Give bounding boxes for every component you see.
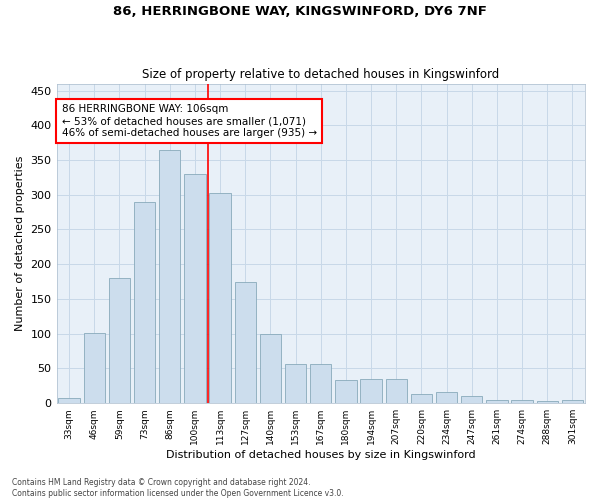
Bar: [285, 364, 307, 403]
Bar: [436, 392, 457, 403]
Y-axis label: Number of detached properties: Number of detached properties: [15, 156, 25, 331]
Bar: [361, 379, 382, 403]
Text: 86, HERRINGBONE WAY, KINGSWINFORD, DY6 7NF: 86, HERRINGBONE WAY, KINGSWINFORD, DY6 7…: [113, 5, 487, 18]
Bar: [134, 202, 155, 403]
Text: 86 HERRINGBONE WAY: 106sqm
← 53% of detached houses are smaller (1,071)
46% of s: 86 HERRINGBONE WAY: 106sqm ← 53% of deta…: [62, 104, 317, 138]
Bar: [159, 150, 181, 403]
Bar: [310, 364, 331, 403]
X-axis label: Distribution of detached houses by size in Kingswinford: Distribution of detached houses by size …: [166, 450, 476, 460]
Bar: [486, 400, 508, 403]
Bar: [411, 394, 432, 403]
Bar: [536, 401, 558, 403]
Bar: [511, 400, 533, 403]
Bar: [260, 334, 281, 403]
Bar: [58, 398, 80, 403]
Bar: [562, 400, 583, 403]
Bar: [461, 396, 482, 403]
Bar: [83, 333, 105, 403]
Bar: [335, 380, 356, 403]
Bar: [386, 379, 407, 403]
Bar: [184, 174, 206, 403]
Bar: [209, 192, 231, 403]
Bar: [235, 282, 256, 403]
Title: Size of property relative to detached houses in Kingswinford: Size of property relative to detached ho…: [142, 68, 499, 81]
Bar: [109, 278, 130, 403]
Text: Contains HM Land Registry data © Crown copyright and database right 2024.
Contai: Contains HM Land Registry data © Crown c…: [12, 478, 344, 498]
